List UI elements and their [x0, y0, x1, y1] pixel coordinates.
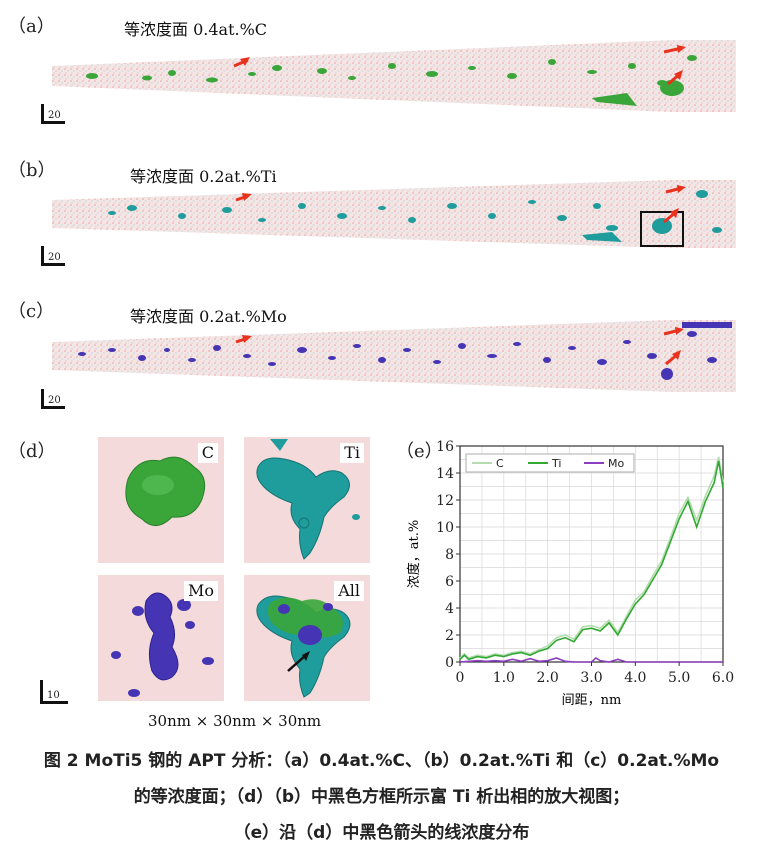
- chart-series: [459, 456, 724, 663]
- y-tick-label: 2: [445, 628, 454, 644]
- scale-bar-d-label: 10: [47, 690, 60, 701]
- cube-carbon: C: [98, 437, 224, 563]
- legend-label-mo: Mo: [608, 457, 624, 470]
- panel-b-title: 等浓度面 0.2at.%Ti: [130, 167, 277, 186]
- panel-a-letter: （a）: [8, 16, 55, 37]
- panel-c-letter: （c）: [8, 301, 55, 322]
- tomogram-molybdenum: [52, 320, 736, 392]
- line-concentration-chart: 0 2 4 6 8 10 12 14 16 0 1.0 2.0 3.0 4.0 5.0 6.0 C Ti Mo 间…: [406, 439, 734, 708]
- y-tick-label: 0: [445, 655, 454, 671]
- figure-caption-line2: 的等浓度面；（d）（b）中黑色方框所示富 Ti 析出相的放大视图；: [133, 787, 630, 807]
- x-tick-label: 1.0: [493, 670, 515, 686]
- panel-c-title: 等浓度面 0.2at.%Mo: [130, 307, 287, 326]
- x-tick-label: 5.0: [668, 670, 690, 686]
- cube-all-label: All: [334, 581, 364, 601]
- cube-titanium: Ti: [244, 437, 370, 563]
- scale-bar-a-label: 20: [48, 110, 61, 121]
- scale-bar-b: 20: [41, 246, 65, 266]
- chart-ticks: 0 2 4 6 8 10 12 14 16 0 1.0 2.0 3.0 4.0 5.0 6.0: [436, 439, 734, 686]
- panel-b-letter: （b）: [8, 160, 56, 181]
- y-axis-label: 浓度，at.%: [406, 520, 422, 588]
- legend-label-c: C: [496, 457, 504, 470]
- series-line-mo: [459, 656, 723, 663]
- cube-titanium-label: Ti: [340, 443, 364, 463]
- cube-molybdenum-label: Mo: [183, 581, 218, 601]
- chart-legend: C Ti Mo: [465, 453, 635, 473]
- legend-label-ti: Ti: [551, 457, 561, 470]
- y-tick-label: 4: [445, 601, 454, 617]
- x-axis-label: 间距，nm: [562, 693, 622, 708]
- cube-dimensions: 30nm × 30nm × 30nm: [148, 712, 322, 730]
- y-tick-label: 8: [445, 547, 454, 563]
- panel-e-letter: （e）: [396, 441, 443, 462]
- y-tick-label: 14: [436, 466, 454, 482]
- y-tick-label: 6: [445, 574, 454, 590]
- series-line-c: [459, 456, 724, 659]
- y-tick-label: 12: [436, 493, 454, 509]
- cube-carbon-label: C: [197, 443, 218, 463]
- cube-all: All: [244, 575, 370, 701]
- cube-molybdenum: Mo: [98, 575, 224, 701]
- scale-bar-b-label: 20: [48, 252, 61, 263]
- y-tick-label: 10: [436, 520, 454, 536]
- x-tick-label: 4.0: [624, 670, 646, 686]
- x-tick-label: 3.0: [580, 670, 602, 686]
- scale-bar-d: 10: [40, 680, 68, 704]
- legend-box: [465, 453, 635, 473]
- scale-bar-c: 20: [41, 389, 65, 409]
- figure-caption-line3: （e）沿（d）中黑色箭头的线浓度分布: [233, 823, 530, 843]
- tomogram-carbon: [52, 40, 736, 112]
- chart-grid: [459, 445, 724, 663]
- x-tick-label: 2.0: [537, 670, 559, 686]
- scale-bar-a: 20: [41, 104, 65, 124]
- x-tick-label: 0: [456, 670, 465, 686]
- tomogram-titanium: [52, 180, 736, 248]
- y-tick-label: 16: [436, 439, 454, 455]
- series-line-ti: [459, 460, 724, 661]
- panel-d-letter: （d）: [8, 441, 56, 462]
- figure-caption-line1: 图 2 MoTi5 钢的 APT 分析：（a）0.4at.%C、（b）0.2at…: [43, 751, 720, 771]
- scale-bar-c-label: 20: [48, 395, 61, 406]
- x-tick-label: 6.0: [712, 670, 734, 686]
- panel-a-title: 等浓度面 0.4at.%C: [124, 20, 268, 39]
